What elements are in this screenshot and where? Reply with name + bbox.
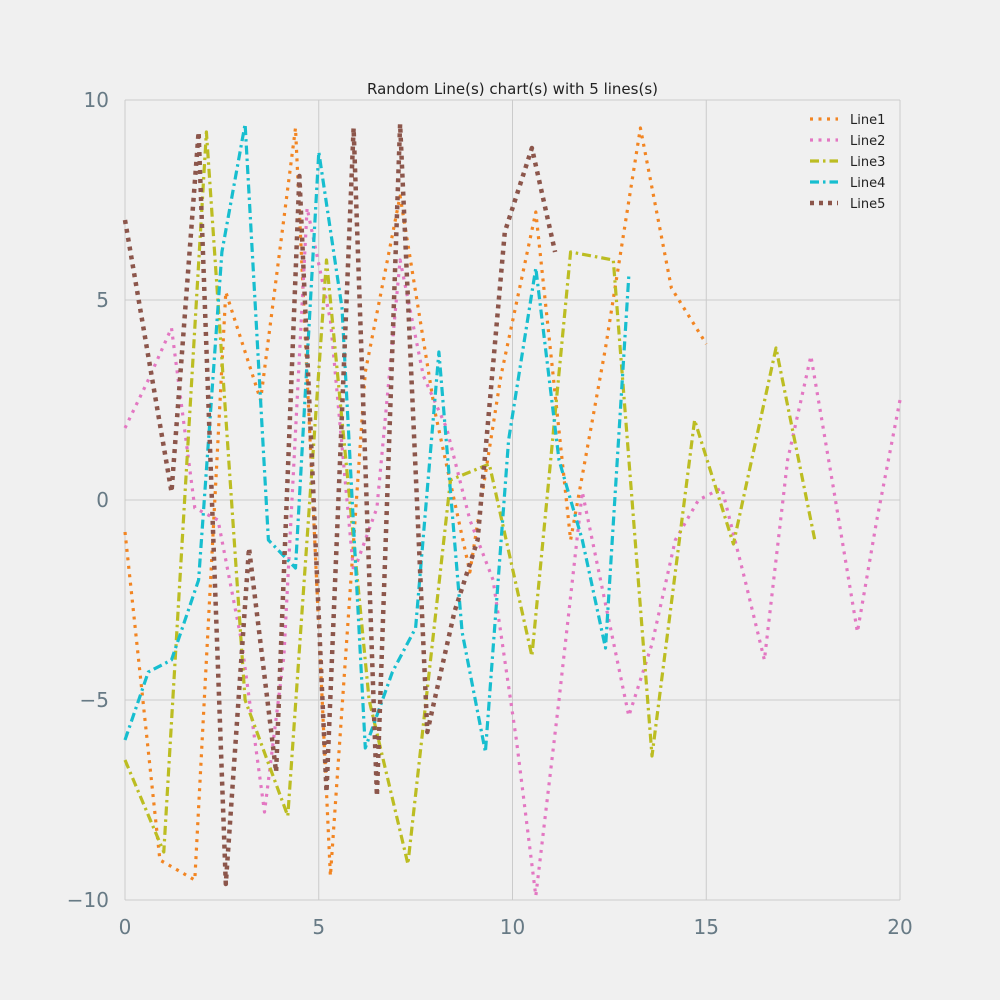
y-tick-label: −10 (67, 888, 109, 912)
y-tick-label: 0 (96, 488, 109, 512)
legend-label-line3: Line3 (850, 155, 885, 170)
gridlines (124, 99, 901, 901)
x-tick-label: 10 (500, 915, 525, 939)
x-tick-label: 15 (694, 915, 719, 939)
series-line-line1 (123, 126, 708, 882)
legend-label-line5: Line5 (850, 197, 885, 212)
y-tick-label: 10 (84, 88, 109, 112)
legend-label-line1: Line1 (850, 113, 885, 128)
x-tick-label: 0 (119, 915, 132, 939)
y-tick-label: 5 (96, 288, 109, 312)
x-tick-label: 5 (312, 915, 325, 939)
series-line-line3 (123, 130, 817, 866)
legend-label-line2: Line2 (850, 134, 885, 149)
legend-label-line4: Line4 (850, 176, 885, 191)
y-tick-label: −5 (80, 688, 109, 712)
series-line-line2 (123, 206, 902, 898)
x-axis-ticks: 0 5 10 15 20 (119, 915, 913, 939)
y-axis-ticks: −10 −5 0 5 10 (67, 88, 109, 912)
legend: Line1 Line2 Line3 Line4 Line5 (810, 113, 885, 212)
series-lines (122, 121, 902, 898)
series-line-line5 (122, 121, 558, 887)
x-tick-label: 20 (887, 915, 912, 939)
chart-title: Random Line(s) chart(s) with 5 lines(s) (367, 80, 658, 98)
